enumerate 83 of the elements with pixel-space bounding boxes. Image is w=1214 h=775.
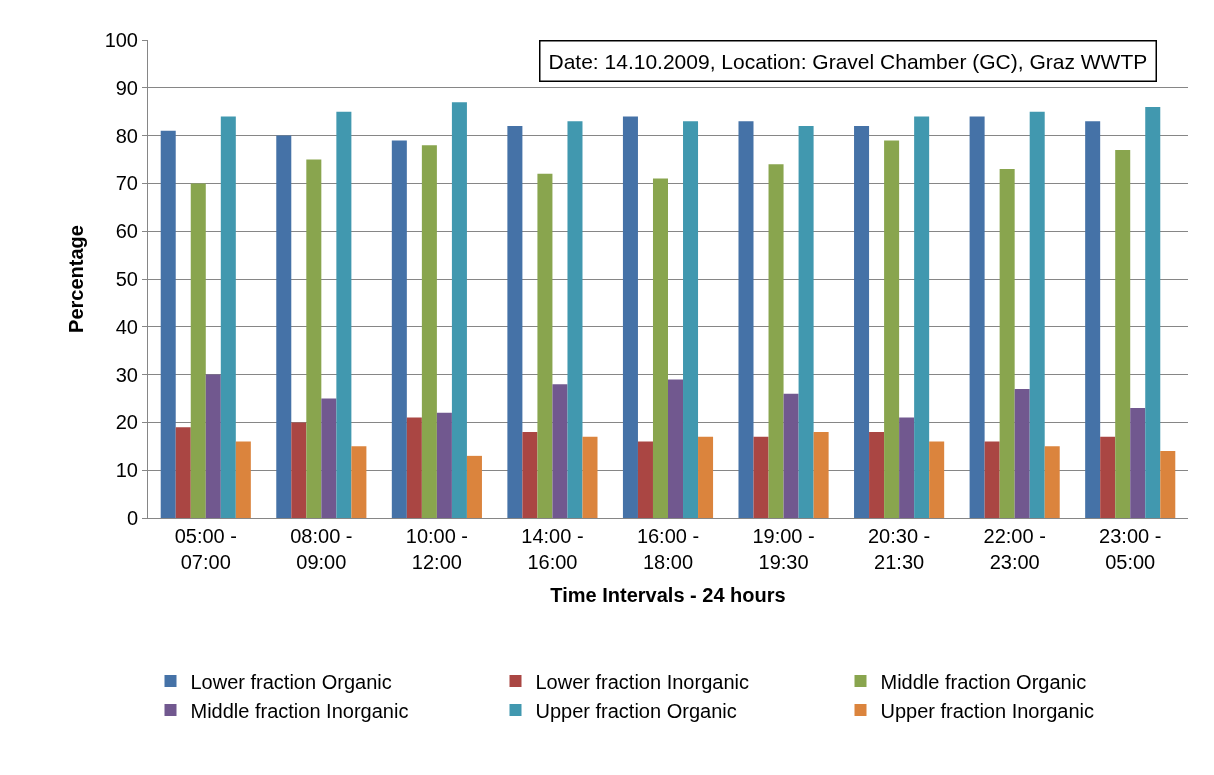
bar [507, 126, 523, 518]
bar [220, 116, 236, 518]
bar [854, 126, 870, 518]
y-tick-label: 40 [115, 315, 138, 338]
x-tick-label: 14:00 - 16:00 [521, 525, 584, 573]
annotation: Date: 14.10.2009, Location: Gravel Chamber (GC), Graz WWTP [548, 49, 1148, 73]
bar [969, 116, 985, 518]
bar [190, 183, 206, 518]
bar [1044, 446, 1060, 518]
bar [869, 431, 885, 518]
bar [321, 398, 337, 518]
bar [1014, 388, 1030, 518]
bar [1160, 451, 1176, 518]
bar [738, 121, 754, 518]
bar [668, 379, 684, 518]
bar [1029, 111, 1045, 518]
bar [753, 436, 769, 518]
legend-label: Lower fraction Organic [190, 670, 392, 693]
bar [1145, 106, 1161, 518]
bar [813, 431, 829, 518]
x-tick-label: 08:00 - 09:00 [290, 525, 353, 573]
bar [537, 173, 553, 518]
bar [276, 135, 292, 518]
x-axis-title: Time Intervals - 24 hours [550, 583, 786, 606]
legend-label: Upper fraction Organic [535, 699, 737, 722]
bar [1130, 408, 1146, 518]
x-tick-label: 10:00 - 12:00 [405, 525, 469, 573]
bar [336, 111, 352, 518]
y-axis-title: Percentage [65, 225, 88, 333]
bar [351, 446, 367, 518]
legend-label: Upper fraction Inorganic [880, 699, 1094, 722]
legend-label: Lower fraction Inorganic [535, 670, 749, 693]
bar [421, 145, 437, 518]
bar [783, 393, 799, 518]
bar [391, 140, 407, 518]
bar [436, 412, 452, 518]
bar [567, 121, 583, 518]
bar [637, 441, 653, 518]
bar [1100, 436, 1116, 518]
x-tick-label: 05:00 - 07:00 [174, 525, 237, 573]
bar [582, 436, 598, 518]
x-tick-label: 19:00 - 19:30 [752, 525, 815, 573]
bar [466, 455, 482, 518]
legend-label: Middle fraction Inorganic [190, 699, 409, 722]
x-tick-label: 20:30 - 21:30 [867, 525, 931, 573]
bar [768, 164, 784, 518]
x-tick-label: 23:00 - 05:00 [1099, 525, 1162, 573]
bar [235, 441, 251, 518]
bar [683, 121, 699, 518]
bar [306, 159, 322, 518]
y-tick-label: 50 [115, 268, 138, 290]
y-tick-label: 0 [126, 507, 138, 529]
bar [291, 422, 307, 518]
bar [622, 116, 638, 518]
y-tick-label: 80 [115, 124, 138, 147]
y-tick-label: 20 [115, 411, 138, 434]
bar [999, 169, 1015, 518]
bar [884, 140, 900, 518]
bar [552, 384, 568, 518]
bar [984, 441, 1000, 518]
bar [205, 374, 221, 518]
bar [652, 178, 668, 518]
x-tick-label: 16:00 - 18:00 [636, 525, 700, 573]
bar [1115, 149, 1131, 518]
x-tick-label: 22:00 - 23:00 [983, 525, 1046, 573]
bar [1085, 121, 1101, 518]
y-tick-label: 30 [115, 363, 138, 386]
y-tick-label: 90 [115, 76, 138, 99]
legend-label: Middle fraction Organic [880, 670, 1087, 693]
bar [798, 126, 814, 518]
y-tick-label: 60 [115, 220, 138, 243]
bar [929, 441, 945, 518]
bar [406, 417, 422, 518]
y-tick-label: 100 [104, 29, 138, 51]
bar [698, 436, 714, 518]
bar [160, 130, 176, 518]
bar [522, 431, 538, 518]
bar [451, 102, 467, 518]
bar [899, 417, 915, 518]
y-tick-label: 10 [115, 459, 138, 482]
bar [175, 427, 191, 518]
y-tick-label: 70 [115, 172, 138, 195]
bar [914, 116, 930, 518]
